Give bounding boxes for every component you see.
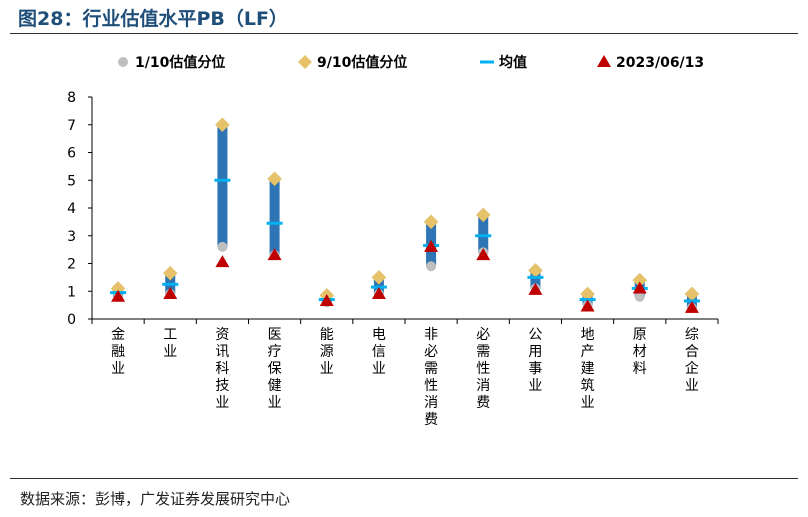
legend-label: 2023/06/13 xyxy=(616,55,704,71)
p90-point xyxy=(162,265,178,281)
current-point xyxy=(163,287,178,300)
p10-point xyxy=(426,261,437,272)
legend-label: 1/10估值分位 xyxy=(135,54,225,71)
p10-point xyxy=(217,241,228,252)
legend-label: 9/10估值分位 xyxy=(317,54,407,71)
pb-range-chart: 1/10估值分位 9/10估值分位 均值 2023/06/13 0 1 2 3 4 5 6 7 8 金融… xyxy=(67,54,719,428)
range-bar xyxy=(530,270,541,289)
p90-point xyxy=(215,117,230,133)
x-tick-label: 能源业 xyxy=(320,327,334,377)
mean-marker xyxy=(162,282,179,286)
footer-rule xyxy=(10,478,798,479)
p90-point xyxy=(423,214,439,230)
y-tick-label: 5 xyxy=(67,173,76,189)
range-bar xyxy=(269,178,280,256)
y-tick-label: 0 xyxy=(67,312,76,328)
figure-title: 图28：行业估值水平PB（LF） xyxy=(18,8,288,30)
current-point xyxy=(267,248,282,261)
range-bar xyxy=(217,124,228,247)
title-rule xyxy=(10,33,798,34)
current-point xyxy=(319,293,334,306)
y-tick-label: 8 xyxy=(67,90,76,106)
current-point xyxy=(528,282,543,295)
legend: 1/10估值分位 9/10估值分位 均值 2023/06/13 xyxy=(118,54,704,71)
x-tick-label: 金融业 xyxy=(111,327,125,377)
p90-point xyxy=(371,270,387,285)
current-point xyxy=(215,255,230,268)
y-tick-label: 3 xyxy=(67,229,76,245)
mean-marker xyxy=(214,178,231,182)
x-tick-label: 非必需性消费 xyxy=(424,327,438,428)
legend-p90-symbol xyxy=(298,55,312,69)
x-tick-label: 原材料 xyxy=(633,327,647,377)
x-tick-label: 电信业 xyxy=(372,327,386,377)
y-tick-label: 2 xyxy=(67,257,76,273)
current-point xyxy=(580,299,595,312)
x-tick-label: 综合企业 xyxy=(685,327,699,394)
y-tick-label: 6 xyxy=(67,146,76,162)
data-source: 数据来源：彭博，广发证券发展研究中心 xyxy=(20,490,291,508)
current-point xyxy=(476,248,491,261)
current-point xyxy=(371,287,386,300)
p10-point xyxy=(634,291,645,302)
x-tick-label: 地产建筑业 xyxy=(581,327,595,411)
current-point xyxy=(632,281,647,294)
legend-label: 均值 xyxy=(499,54,527,71)
x-tick-label: 公用事业 xyxy=(528,327,542,394)
p90-point xyxy=(475,207,491,223)
legend-p10-symbol xyxy=(118,57,128,67)
x-tick-label: 工业 xyxy=(163,327,177,360)
x-tick-label: 资讯科技业 xyxy=(215,327,229,411)
y-tick-label: 4 xyxy=(67,201,76,217)
axes: 0 1 2 3 4 5 6 7 8 金融业 工业 资讯科技业 医疗保健业 能源业 电信业 非必需性消费 必需性消… xyxy=(67,90,719,428)
x-tick-label: 医疗保健业 xyxy=(268,327,282,411)
mean-marker xyxy=(527,275,544,279)
y-tick-label: 7 xyxy=(67,118,76,134)
chart-marks xyxy=(110,117,700,313)
p90-point xyxy=(267,171,282,187)
mean-marker xyxy=(266,221,283,225)
y-tick-label: 1 xyxy=(67,284,76,300)
x-tick-label: 必需性消费 xyxy=(476,327,490,411)
range-bar xyxy=(478,214,489,253)
current-point xyxy=(424,239,439,252)
current-point xyxy=(684,300,699,313)
current-point xyxy=(111,289,126,302)
mean-marker xyxy=(475,234,492,238)
legend-current-symbol xyxy=(597,55,611,67)
legend-mean-symbol xyxy=(480,60,494,64)
